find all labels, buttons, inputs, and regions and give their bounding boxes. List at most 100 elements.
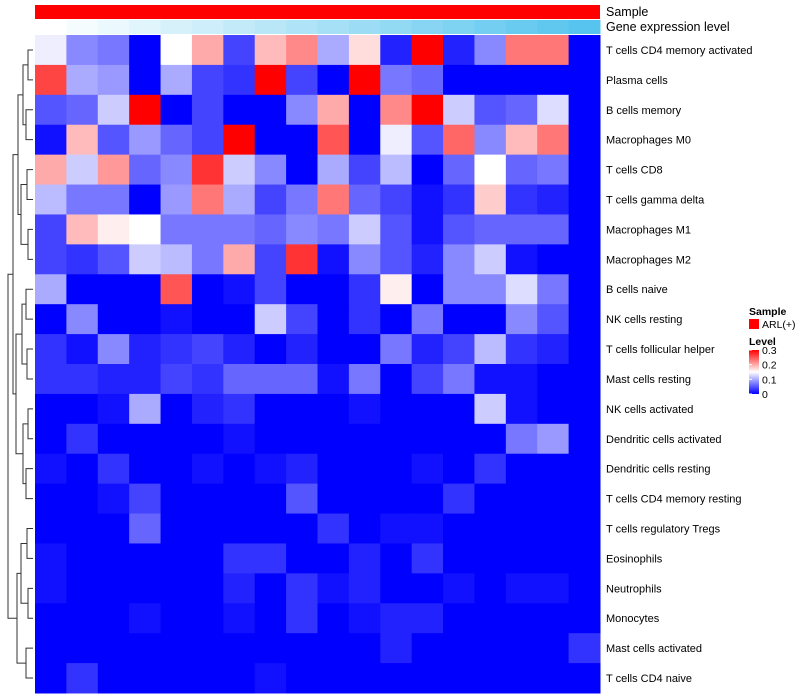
heatmap-cell — [35, 304, 67, 335]
heatmap-cell — [223, 304, 256, 335]
heatmap-cell — [537, 663, 570, 694]
heatmap-cell — [66, 304, 99, 335]
heatmap-cell — [568, 184, 601, 215]
heatmap-cell — [411, 423, 444, 455]
heatmap-cell — [160, 124, 193, 156]
heatmap-cell — [97, 483, 130, 515]
heatmap-cell — [191, 393, 224, 425]
heatmap-cell — [223, 94, 256, 126]
heatmap-cell — [97, 35, 130, 66]
heatmap-cell — [537, 513, 570, 544]
level-tick-label: 0 — [762, 389, 768, 401]
heatmap-cell — [191, 214, 224, 245]
row-label: NK cells activated — [606, 404, 693, 416]
heatmap-cell — [191, 94, 224, 126]
heatmap-cell — [160, 393, 193, 425]
heatmap-cell — [191, 663, 224, 694]
heatmap-cell — [411, 304, 444, 335]
heatmap-cell — [191, 603, 224, 634]
heatmap-cell — [505, 64, 538, 96]
heatmap-cell — [568, 423, 601, 455]
expression-level-cell — [537, 20, 570, 34]
row-label: Mast cells activated — [606, 643, 702, 655]
heatmap-cell — [348, 393, 381, 425]
heatmap-cell — [286, 393, 318, 425]
heatmap-cell — [129, 423, 162, 455]
heatmap-cell — [348, 663, 381, 694]
heatmap-cell — [505, 214, 538, 245]
heatmap-cell — [66, 633, 99, 664]
expression-level-cell — [474, 20, 507, 34]
heatmap-cell — [537, 334, 570, 365]
heatmap-cell — [474, 364, 507, 395]
heatmap-cell — [254, 274, 287, 305]
heatmap-cell — [505, 663, 538, 694]
heatmap-cell — [223, 214, 256, 245]
heatmap-cell — [348, 244, 381, 275]
heatmap-cell — [537, 244, 570, 275]
row-label: T cells gamma delta — [606, 195, 705, 207]
heatmap-cell — [129, 334, 162, 365]
heatmap-cell — [380, 154, 413, 186]
heatmap-cell — [66, 393, 99, 425]
heatmap-cell — [317, 124, 350, 156]
heatmap-cell — [254, 124, 287, 156]
heatmap-cell — [66, 423, 99, 455]
heatmap-cell — [411, 64, 444, 96]
expression-level-cell — [380, 20, 413, 34]
heatmap-cell — [568, 214, 601, 245]
row-label: Dendritic cells activated — [606, 434, 722, 446]
heatmap-cell — [129, 543, 162, 574]
heatmap-cell — [160, 35, 193, 66]
expression-level-cell — [160, 20, 193, 34]
heatmap-cell — [474, 334, 507, 365]
heatmap-cell — [286, 513, 318, 544]
heatmap-cell — [191, 244, 224, 275]
heatmap-cell — [443, 663, 475, 694]
heatmap-cell — [35, 35, 67, 66]
heatmap-cell — [66, 64, 99, 96]
heatmap-cell — [160, 573, 193, 604]
heatmap-cell — [223, 513, 256, 544]
heatmap-cell — [474, 64, 507, 96]
heatmap-cell — [411, 513, 444, 544]
heatmap-cell — [443, 573, 475, 604]
heatmap-cell — [223, 184, 256, 215]
heatmap-cell — [380, 423, 413, 455]
heatmap-cell — [380, 124, 413, 156]
heatmap-cell — [160, 274, 193, 305]
heatmap-cell — [35, 364, 67, 395]
heatmap-cell — [317, 603, 350, 634]
heatmap-cell — [191, 154, 224, 186]
heatmap-cell — [97, 274, 130, 305]
heatmap-cell — [505, 334, 538, 365]
level-tick-label: 0.2 — [762, 360, 777, 372]
heatmap-cell — [380, 543, 413, 574]
heatmap-cell — [286, 334, 318, 365]
heatmap-cell — [97, 94, 130, 126]
heatmap-cell — [443, 244, 475, 275]
heatmap-cell — [411, 663, 444, 694]
heatmap-cell — [223, 573, 256, 604]
heatmap-cell — [443, 304, 475, 335]
dendrogram-branch — [26, 169, 33, 200]
heatmap-cell — [97, 453, 130, 485]
heatmap-cell — [97, 633, 130, 664]
heatmap-cell — [411, 453, 444, 485]
heatmap-cell — [568, 244, 601, 275]
heatmap-cell — [66, 244, 99, 275]
heatmap-cell — [443, 633, 475, 664]
heatmap-cell — [66, 543, 99, 574]
heatmap-cell — [380, 35, 413, 66]
expression-level-cell — [129, 20, 162, 34]
heatmap-cell — [348, 334, 381, 365]
heatmap-cell — [191, 633, 224, 664]
heatmap-cell — [129, 393, 162, 425]
heatmap-cell — [348, 423, 381, 455]
expression-level-cell — [97, 20, 130, 34]
heatmap-cell — [443, 543, 475, 574]
heatmap-cell — [160, 603, 193, 634]
heatmap-cell — [191, 543, 224, 574]
heatmap-cell — [537, 543, 570, 574]
heatmap-cell — [568, 304, 601, 335]
